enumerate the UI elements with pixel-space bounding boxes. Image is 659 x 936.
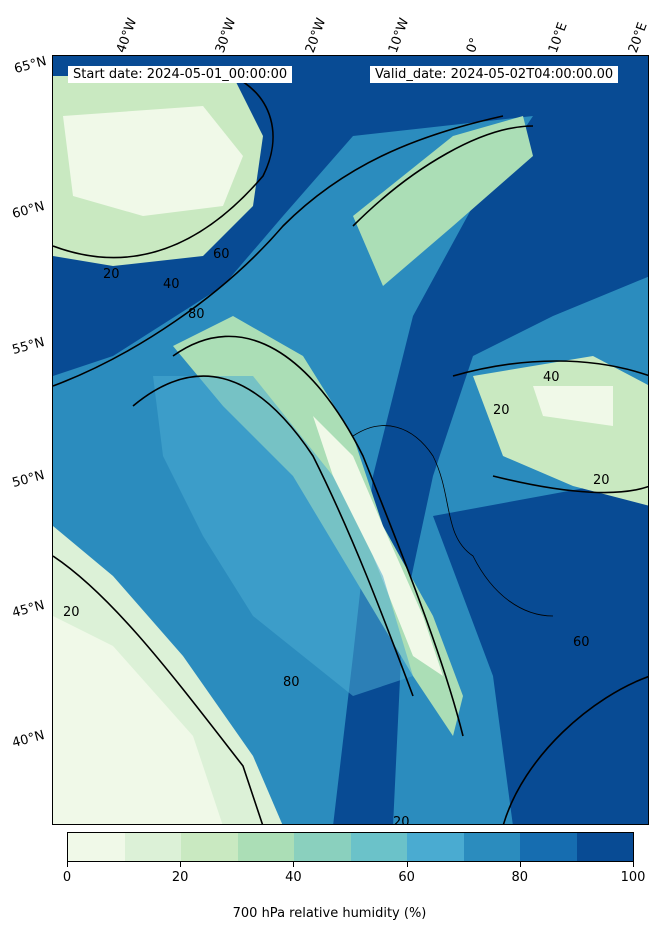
moist-region-atlantic (153, 376, 413, 696)
colorbar-segment (294, 833, 351, 861)
dry-core-southwest (53, 616, 223, 824)
lat-label-55n: 55°N (10, 335, 47, 358)
lon-label-0: 0° (463, 35, 484, 55)
dry-core-scandinavia (533, 386, 613, 426)
colorbar-tick (406, 862, 408, 867)
contour-line (53, 555, 264, 824)
map-panel: 20 40 60 80 40 20 20 20 80 60 20 (52, 55, 649, 825)
colorbar-tick (67, 862, 68, 867)
contour-lines (53, 75, 648, 824)
colorbar-segment (463, 833, 520, 861)
colorbar-segment (181, 833, 238, 861)
contour-line (53, 115, 504, 387)
colorbar-tick-label: 100 (620, 870, 646, 885)
lon-label-20e: 20°E (625, 20, 651, 55)
lat-label-60n: 60°N (10, 199, 47, 222)
colorbar-segment (407, 833, 464, 861)
contour-line (53, 75, 274, 259)
lon-label-10e: 10°E (545, 20, 571, 55)
contour-label: 20 (63, 605, 80, 620)
colorbar-tick-label: 40 (285, 870, 302, 885)
contour-label: 80 (283, 675, 300, 690)
dry-core-central (313, 416, 443, 676)
lat-label-45n: 45°N (10, 598, 47, 621)
colorbar-segment (350, 833, 407, 861)
colorbar-segment (520, 833, 577, 861)
colorbar-segment (576, 833, 633, 861)
colorbar-segment (237, 833, 294, 861)
contour-label: 40 (543, 370, 560, 385)
coastline (352, 425, 554, 617)
contour-label: 20 (593, 473, 610, 488)
start-date-label: Start date: 2024-05-01_00:00:00 (68, 66, 293, 83)
contour-line (452, 360, 648, 377)
contour-label: 40 (163, 277, 180, 292)
dry-core-greenland (63, 106, 243, 216)
colorbar-tick (293, 862, 295, 867)
colorbar-tick-label: 80 (511, 870, 529, 885)
colorbar-tick (633, 862, 634, 867)
colorbar-title: 700 hPa relative humidity (%) (232, 906, 427, 921)
contour-label: 20 (103, 267, 120, 282)
contour-line (502, 675, 648, 824)
contour-label: 60 (573, 635, 590, 650)
colorbar-tick (180, 862, 182, 867)
contour-label-group: 20 40 60 80 40 20 20 20 80 60 20 (63, 247, 610, 825)
dry-band-north-sea (353, 116, 533, 286)
humidity-map: 20 40 60 80 40 20 20 20 80 60 20 (53, 56, 648, 825)
lon-label-40w: 40°W (113, 16, 141, 55)
lon-label-10w: 10°W (385, 16, 413, 55)
contour-label: 20 (393, 815, 410, 825)
colorbar-segment (68, 833, 125, 861)
valid-date-label: Valid_date: 2024-05-02T04:00:00.00 (370, 66, 619, 83)
lat-label-50n: 50°N (10, 468, 47, 491)
contour-line (492, 475, 648, 494)
contour-line (352, 125, 534, 227)
contour-label: 60 (213, 247, 230, 262)
contour-line (132, 375, 414, 697)
colorbar-tick (519, 862, 521, 867)
colorbar-tick-label: 60 (398, 870, 415, 885)
contour-line (172, 335, 464, 737)
colorbar-segment (124, 833, 181, 861)
lon-label-20w: 20°W (302, 16, 330, 55)
contour-label: 80 (188, 307, 205, 322)
colorbar-tick-label: 20 (171, 870, 189, 885)
lat-label-65n: 65°N (12, 54, 49, 77)
lat-label-40n: 40°N (10, 728, 47, 751)
humid-region-east (433, 476, 648, 824)
colorbar (67, 832, 634, 862)
lon-label-30w: 30°W (212, 16, 240, 55)
colorbar-tick-label: 0 (62, 870, 72, 885)
contour-label: 20 (493, 403, 510, 418)
